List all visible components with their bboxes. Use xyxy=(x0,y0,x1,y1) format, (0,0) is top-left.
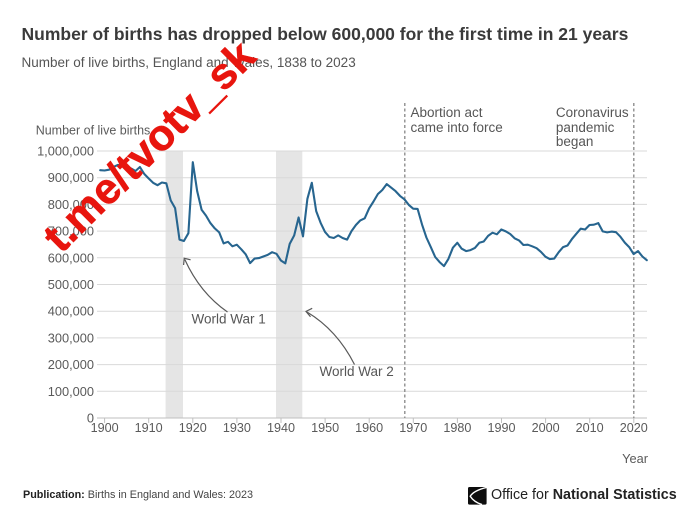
svg-text:1,000,000: 1,000,000 xyxy=(37,144,94,159)
svg-text:200,000: 200,000 xyxy=(48,357,94,372)
svg-text:1900: 1900 xyxy=(91,421,119,435)
svg-text:1960: 1960 xyxy=(355,421,383,435)
svg-text:700,000: 700,000 xyxy=(48,224,94,239)
svg-text:400,000: 400,000 xyxy=(48,304,94,319)
svg-text:2000: 2000 xyxy=(532,421,560,435)
svg-text:1990: 1990 xyxy=(487,421,515,435)
svg-text:1980: 1980 xyxy=(443,421,471,435)
svg-text:Abortion act: Abortion act xyxy=(411,105,483,120)
svg-text:1940: 1940 xyxy=(267,421,295,435)
svg-text:Number of live births: Number of live births xyxy=(36,123,151,137)
svg-text:began: began xyxy=(556,134,594,149)
svg-text:Coronavirus: Coronavirus xyxy=(556,105,629,120)
svg-text:0: 0 xyxy=(87,411,94,426)
svg-text:600,000: 600,000 xyxy=(48,250,94,265)
svg-text:500,000: 500,000 xyxy=(48,277,94,292)
svg-text:World War 1: World War 1 xyxy=(192,312,266,327)
svg-text:1950: 1950 xyxy=(311,421,339,435)
svg-text:1930: 1930 xyxy=(223,421,251,435)
svg-text:800,000: 800,000 xyxy=(48,197,94,212)
svg-text:2020: 2020 xyxy=(620,421,648,435)
svg-text:World War 2: World War 2 xyxy=(320,364,394,379)
svg-text:1910: 1910 xyxy=(135,421,163,435)
svg-text:pandemic: pandemic xyxy=(556,120,615,135)
svg-text:100,000: 100,000 xyxy=(48,384,94,399)
svg-text:1920: 1920 xyxy=(179,421,207,435)
svg-text:came into force: came into force xyxy=(411,120,503,135)
svg-text:2010: 2010 xyxy=(576,421,604,435)
svg-text:Year: Year xyxy=(622,451,649,466)
svg-text:900,000: 900,000 xyxy=(48,170,94,185)
svg-text:300,000: 300,000 xyxy=(48,330,94,345)
svg-text:1970: 1970 xyxy=(399,421,427,435)
